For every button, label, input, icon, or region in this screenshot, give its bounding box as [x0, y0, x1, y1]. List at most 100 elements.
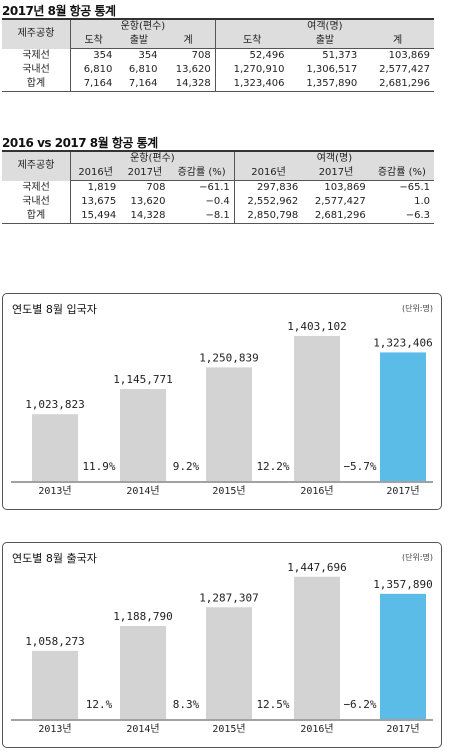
group-passengers-header: 여객(명) [233, 150, 434, 166]
cell: 15,494 [70, 209, 121, 224]
row-label: 국내선 [2, 63, 71, 77]
bar [120, 389, 166, 481]
bar [206, 607, 252, 719]
growth-rate-label: 11.9% [82, 460, 115, 473]
cell: 354 [138, 50, 158, 61]
cell: 1,819 [87, 182, 117, 193]
col-header: 출발 [288, 34, 362, 49]
growth-rate-label: 12.2% [256, 460, 289, 473]
row-label: 국내선 [2, 195, 71, 209]
cell: 14,328 [161, 77, 216, 92]
growth-rate-label: −6.2% [343, 698, 376, 711]
col-header: 증감률 (%) [369, 166, 434, 181]
x-tick-label: 2014년 [126, 723, 159, 735]
x-tick-label: 2017년 [386, 723, 419, 735]
chart-unit: (단위:명) [401, 304, 433, 313]
table2-title: 2016 vs 2017 8월 항공 통계 [2, 136, 158, 150]
cell: 13,620 [130, 196, 166, 207]
arrivals-bar-chart: 1,023,823 2013년 1,145,771 2014년 1,250,839 201… [11, 320, 433, 497]
row-header: 제주공항 [2, 150, 71, 181]
cell: 297,836 [233, 180, 303, 195]
cell: 2,577,427 [314, 196, 366, 207]
group-flights-header: 운항(편수) [70, 150, 235, 166]
cell: 708 [191, 50, 211, 61]
x-tick-label: 2013년 [38, 723, 71, 735]
col-header: 출발 [116, 34, 162, 49]
bar-value-label: 1,323,406 [373, 336, 433, 349]
cell: −6.3 [369, 209, 434, 224]
cell: 6,810 [83, 64, 113, 75]
growth-rate-label: 8.3% [173, 698, 200, 711]
cell: 14,328 [120, 209, 170, 224]
cell: 6,810 [128, 64, 158, 75]
cell: 1.0 [414, 196, 430, 207]
row-label: 합계 [2, 77, 71, 92]
col-header: 도착 [70, 34, 117, 49]
cell: 13,620 [175, 64, 211, 75]
bar-value-label: 1,447,696 [287, 561, 347, 574]
bar [120, 626, 166, 719]
bar [32, 650, 78, 719]
col-header: 증감률 (%) [169, 166, 235, 181]
table-row: 국제선 354 354 708 52,496 51,373 103,869 [2, 48, 434, 63]
cell: 7,164 [116, 77, 162, 92]
x-tick-label: 2016년 [300, 723, 333, 735]
table-row: 국내선 13,675 13,620 −0.4 2,552,962 2,577,4… [2, 195, 434, 209]
cell: −65.1 [399, 182, 430, 193]
arrivals-chart-panel: 연도별 8월 입국자 (단위:명) 1,023,823 2013년 1,145,77… [2, 293, 442, 510]
x-tick-label: 2017년 [386, 485, 419, 497]
cell: −0.4 [205, 196, 230, 207]
table-row: 합계 15,494 14,328 −8.1 2,850,798 2,681,29… [2, 209, 434, 224]
table-row: 국내선 6,810 6,810 13,620 1,270,910 1,306,5… [2, 63, 434, 77]
bar-value-label: 1,188,790 [113, 610, 173, 623]
bar-value-label: 1,058,273 [25, 635, 85, 648]
x-tick-label: 2015년 [212, 485, 245, 497]
cell: 1,357,890 [288, 77, 362, 92]
cell: 2,681,296 [302, 209, 370, 224]
comparison-stats-table: 제주공항 운항(편수) 여객(명) 2016년 2017년 증감률 (%) 20… [2, 150, 434, 224]
col-header: 계 [161, 34, 216, 49]
table1-title: 2017년 8월 항공 통계 [2, 4, 116, 18]
table-row: 합계 7,164 7,164 14,328 1,323,406 1,357,89… [2, 77, 434, 92]
departures-bar-chart: 1,058,273 2013년 1,188,790 2014년 1,287,307 201… [11, 561, 433, 735]
bar-value-label: 1,250,839 [199, 351, 259, 364]
bar [380, 352, 426, 481]
cell: 2,850,798 [233, 209, 303, 224]
cell: −61.1 [199, 182, 230, 193]
cell: 2,681,296 [361, 77, 434, 92]
col-header: 2016년 [233, 166, 303, 181]
group-passengers-header: 여객(명) [214, 18, 434, 34]
x-tick-label: 2014년 [126, 485, 159, 497]
bar [32, 414, 78, 481]
table-row: 국제선 1,819 708 −61.1 297,836 103,869 −65.… [2, 180, 434, 195]
chart-title: 연도별 8월 출국자 [12, 552, 97, 565]
cell: 51,373 [322, 50, 358, 61]
col-header: 계 [361, 34, 434, 49]
bar [206, 367, 252, 481]
col-header: 2016년 [70, 166, 121, 181]
chart-title: 연도별 8월 입국자 [12, 303, 97, 316]
bar-value-label: 1,287,307 [199, 591, 259, 604]
bar-value-label: 1,357,890 [373, 578, 433, 591]
chart-unit: (단위:명) [401, 553, 433, 562]
x-tick-label: 2015년 [212, 723, 245, 735]
flight-stats-table: 제주공항 운항(편수) 여객(명) 도착 출발 계 도착 출발 계 국제선 35… [2, 18, 434, 92]
bar-value-label: 1,145,771 [113, 373, 173, 386]
growth-rate-label: −5.7% [343, 460, 376, 473]
col-header: 도착 [214, 34, 289, 49]
row-label: 국제선 [2, 48, 71, 63]
x-tick-label: 2013년 [38, 485, 71, 497]
row-label: 합계 [2, 209, 71, 224]
growth-rate-label: 12.5% [256, 698, 289, 711]
growth-rate-label: 12.% [86, 698, 113, 711]
bar [380, 593, 426, 719]
row-label: 국제선 [2, 180, 71, 195]
cell: 2,577,427 [379, 64, 430, 75]
bar [294, 335, 340, 481]
cell: −8.1 [169, 209, 235, 224]
bar-value-label: 1,023,823 [25, 398, 85, 411]
bar-value-label: 1,403,102 [287, 320, 347, 333]
cell: 708 [146, 182, 166, 193]
cell: 52,496 [214, 48, 289, 63]
group-flights-header: 운항(편수) [70, 18, 216, 34]
